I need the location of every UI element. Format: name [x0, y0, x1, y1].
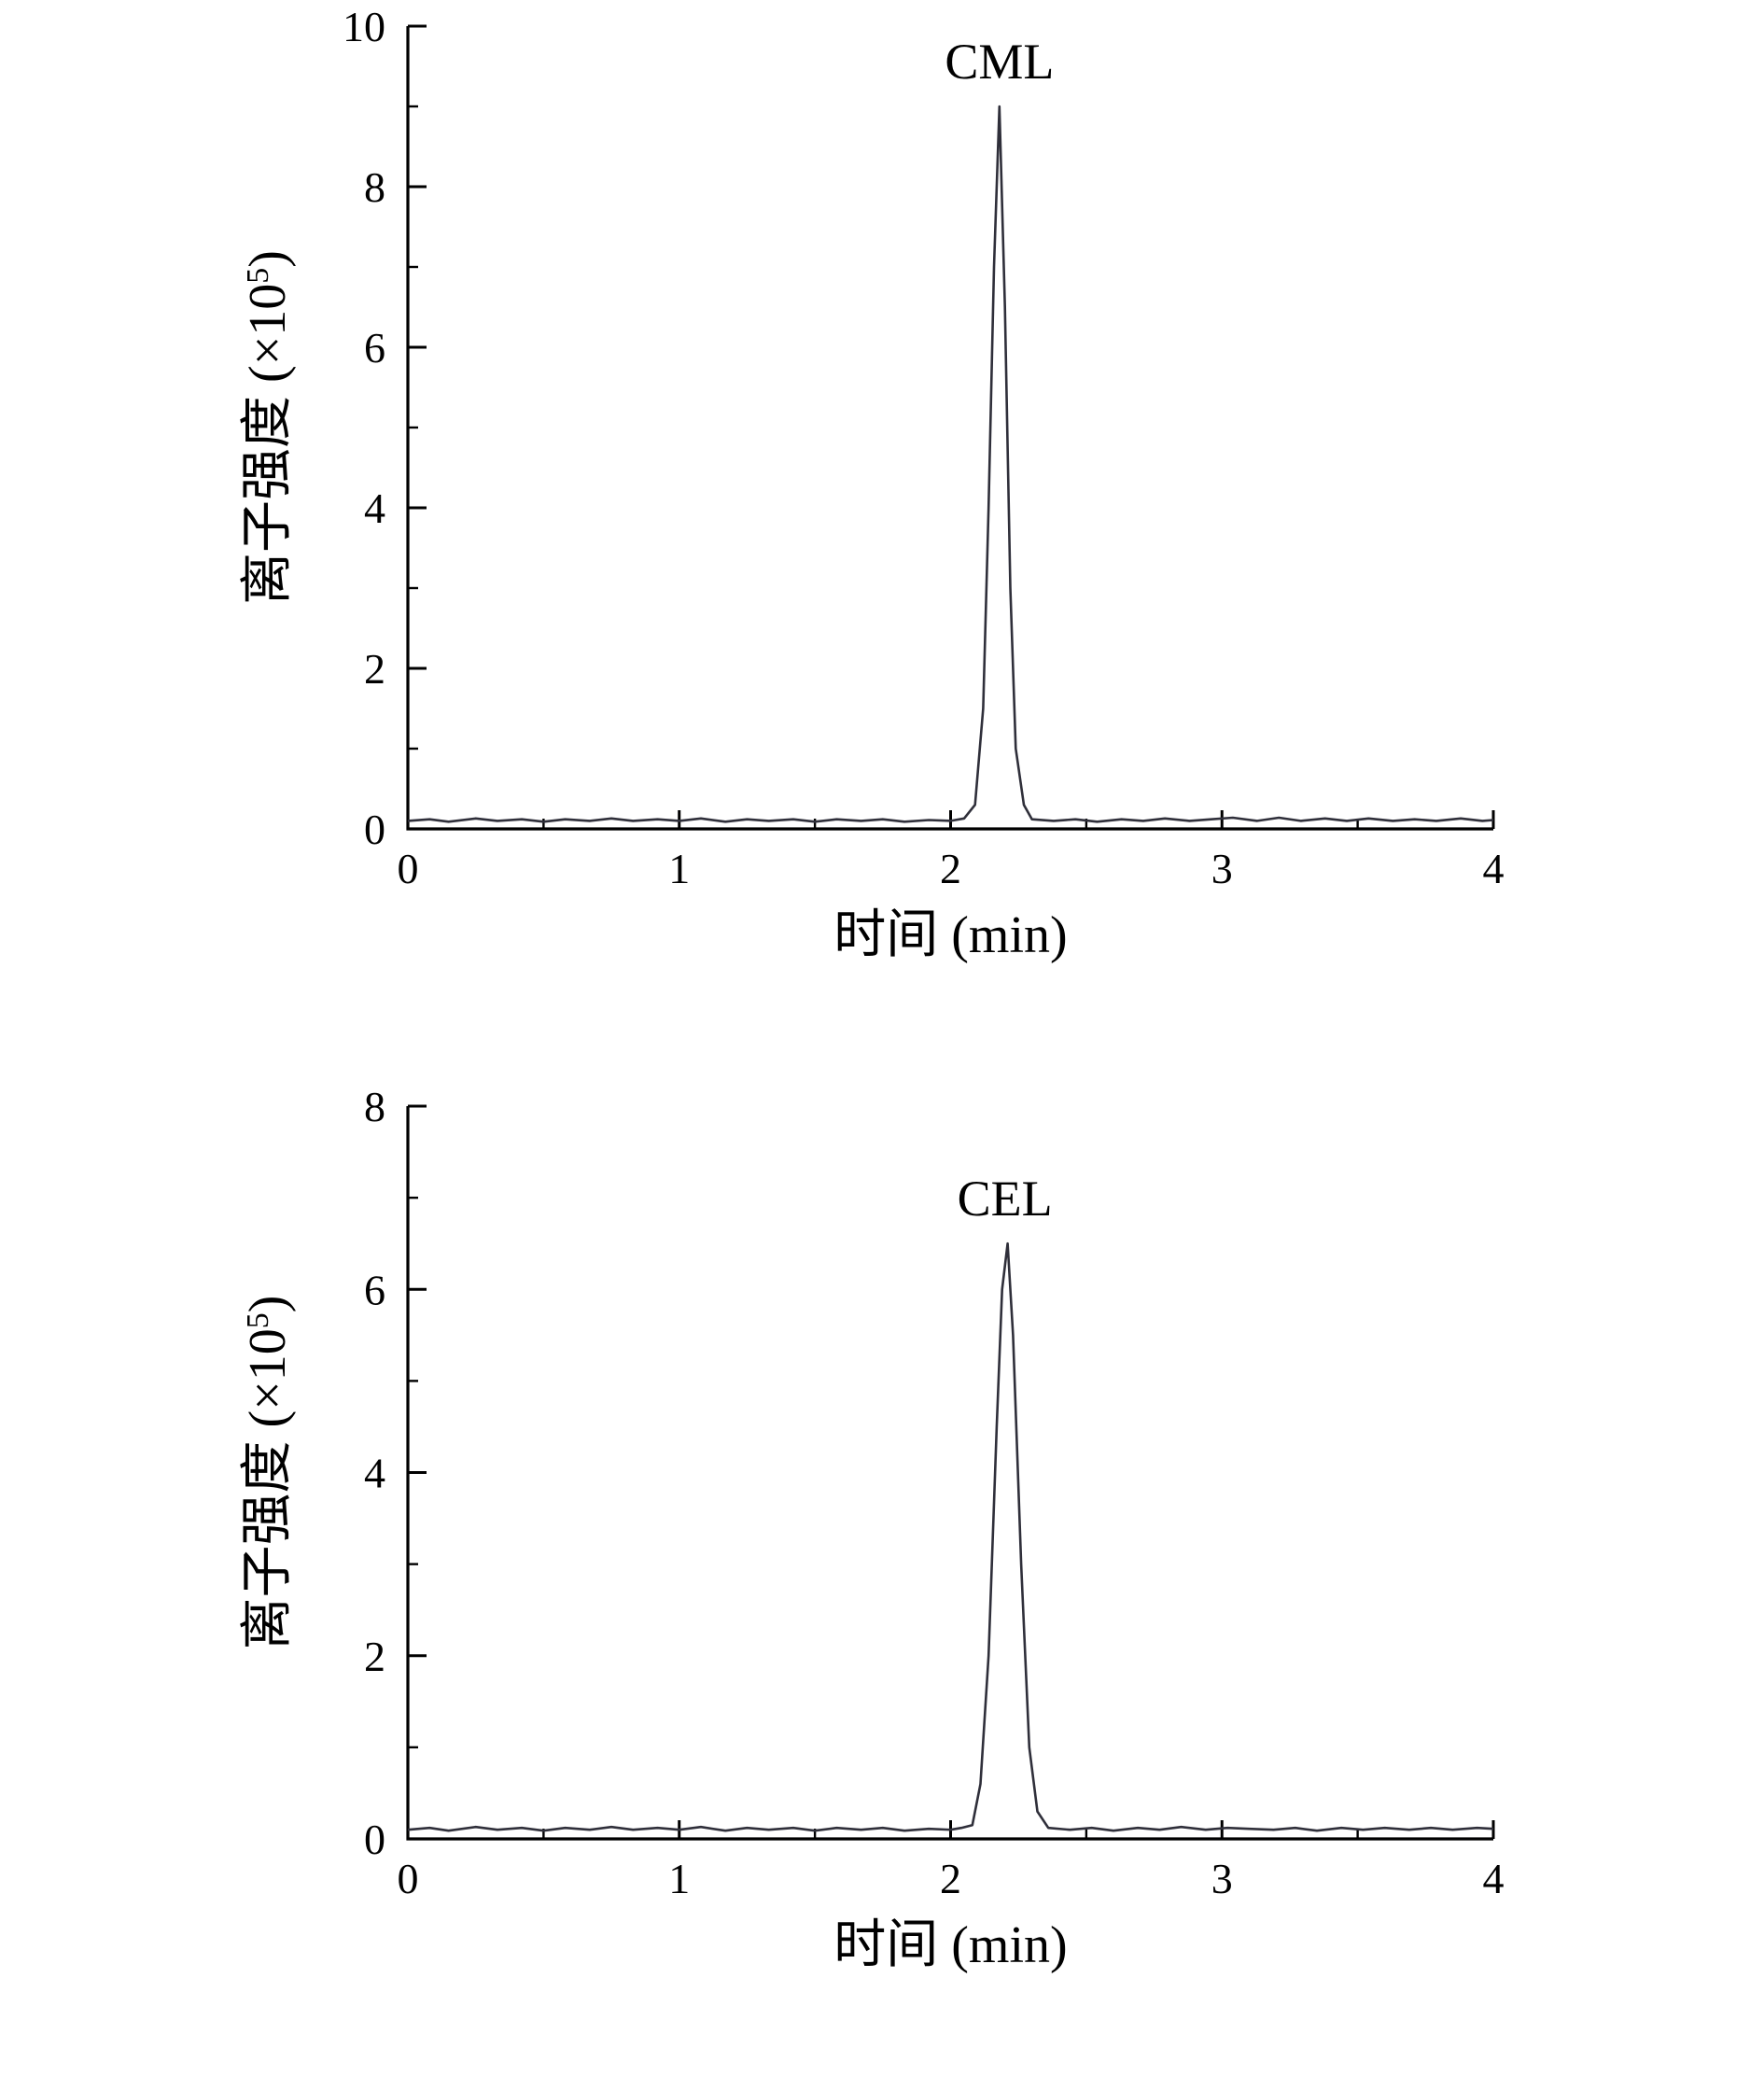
- x-tick-label: 4: [1483, 845, 1505, 892]
- x-tick-label: 2: [940, 1855, 961, 1902]
- y-tick-label: 8: [364, 1083, 385, 1130]
- y-tick-label: 2: [364, 1633, 385, 1680]
- x-tick-label: 1: [668, 845, 690, 892]
- y-tick-label: 6: [364, 1266, 385, 1313]
- y-axis-label: 离子强度 (×105): [239, 1296, 297, 1650]
- peak-annotation: CML: [945, 34, 1054, 90]
- y-axis-label: 离子强度 (×105): [239, 250, 297, 605]
- chromatogram-cml: 0 1 2 3 4 0 2 4 6 8 10 时间 (min) 离子强度 (×105) CML: [0, 0, 1764, 994]
- y-tick-label: 2: [364, 645, 385, 693]
- trace-cel: [407, 1241, 1494, 1832]
- x-axis-label: 时间 (min): [833, 906, 1067, 964]
- chart-canvas: 0 1 2 3 4 0 2 4 6 8 时间 (min) 离子强度 (×105) CEL: [239, 1083, 1505, 1974]
- y-tick-label: 0: [364, 806, 385, 853]
- x-tick-label: 2: [940, 845, 961, 892]
- axes-spines: [406, 26, 1493, 831]
- x-axis-label: 时间 (min): [833, 1916, 1067, 1974]
- x-tick-label: 0: [398, 845, 419, 892]
- y-tick-label: 6: [364, 324, 385, 372]
- x-tick-label: 1: [668, 1855, 690, 1902]
- y-tick-label: 10: [343, 3, 385, 50]
- axes-spines: [406, 1106, 1493, 1841]
- chromatogram-cel: 0 1 2 3 4 0 2 4 6 8 时间 (min) 离子强度 (×105) CEL: [0, 994, 1764, 2090]
- y-tick-label: 4: [364, 484, 385, 532]
- x-tick-label: 0: [398, 1855, 419, 1902]
- y-tick-label: 8: [364, 163, 385, 211]
- chart-canvas: 0 1 2 3 4 0 2 4 6 8 10 时间 (min) 离子强度 (×105) CML: [239, 3, 1505, 964]
- trace-cml: [407, 105, 1494, 823]
- x-tick-label: 4: [1483, 1855, 1505, 1902]
- y-tick-label: 0: [364, 1816, 385, 1863]
- x-tick-label: 3: [1211, 845, 1233, 892]
- peak-annotation: CEL: [958, 1171, 1053, 1227]
- y-tick-label: 4: [364, 1450, 385, 1497]
- x-tick-label: 3: [1211, 1855, 1233, 1902]
